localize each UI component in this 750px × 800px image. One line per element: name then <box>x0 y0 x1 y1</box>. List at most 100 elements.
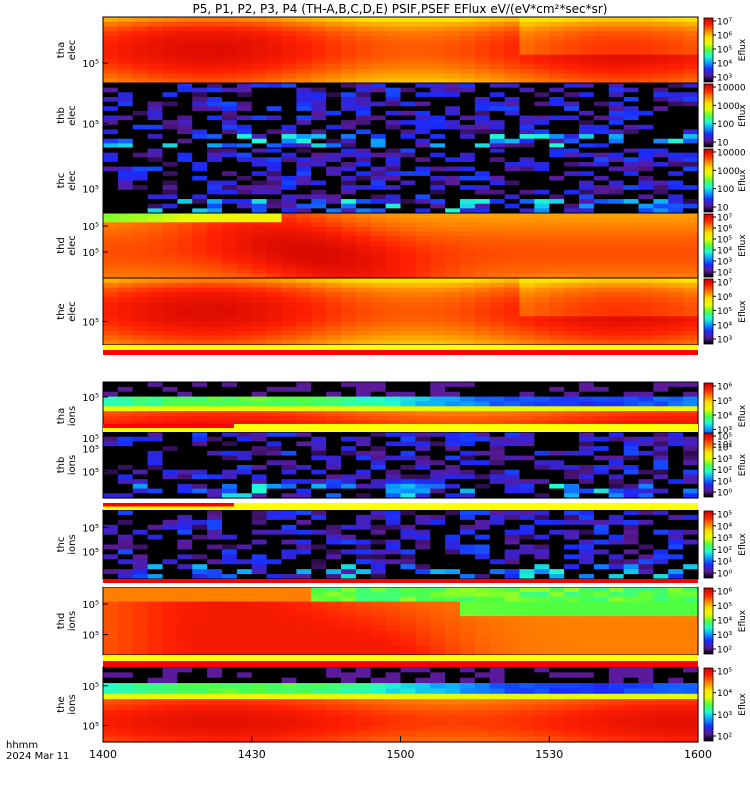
heat-cell <box>251 68 268 75</box>
heat-cell <box>251 335 268 341</box>
heat-cell <box>415 189 431 196</box>
heat-cell <box>683 45 699 51</box>
heat-cell <box>504 64 521 70</box>
heat-cell <box>207 17 223 23</box>
heat-cell <box>564 335 580 341</box>
heat-cell <box>266 479 283 485</box>
heat-cell <box>222 569 238 575</box>
heat-cell <box>370 650 387 656</box>
heat-cell <box>311 596 327 603</box>
heat-cell <box>251 616 268 622</box>
heat-cell <box>608 488 625 494</box>
heat-cell <box>638 514 654 521</box>
heat-cell <box>103 564 119 570</box>
heat-cell <box>534 278 550 284</box>
heat-cell <box>251 35 268 42</box>
heat-cell <box>236 96 253 103</box>
heat-cell <box>683 185 699 191</box>
heat-cell <box>370 157 387 163</box>
colorbar <box>703 17 714 83</box>
heat-cell <box>579 59 595 65</box>
heat-cell <box>222 226 238 233</box>
heat-cell <box>177 436 193 443</box>
heat-cell <box>683 282 699 289</box>
heat-cell <box>549 64 565 70</box>
heat-cell <box>460 625 476 632</box>
heat-cell <box>445 549 461 555</box>
heat-cell <box>162 148 178 154</box>
colorbar <box>703 278 714 345</box>
heat-cell <box>222 635 238 642</box>
heat-cell <box>623 120 640 126</box>
heat-cell <box>266 416 283 422</box>
heat-cell <box>162 606 178 612</box>
heat-cell <box>207 406 223 412</box>
heat-cell <box>638 340 654 346</box>
heat-cell <box>683 106 699 112</box>
heat-cell <box>519 382 535 388</box>
heat-cell <box>445 396 461 403</box>
heat-cell <box>668 21 684 28</box>
heat-cell <box>385 250 402 256</box>
heat-cell <box>474 514 491 521</box>
heat-cell <box>460 441 476 447</box>
heat-cell <box>355 519 372 526</box>
heat-cell <box>504 83 521 89</box>
heat-cell <box>489 549 506 555</box>
heat-cell <box>341 236 357 242</box>
heat-cell <box>370 601 387 608</box>
heat-cell <box>103 311 119 317</box>
heat-cell <box>296 73 312 79</box>
heat-cell <box>534 460 550 466</box>
heat-cell <box>103 148 119 154</box>
heat-cell <box>132 217 149 223</box>
heat-cell <box>222 175 238 182</box>
heat-cell <box>236 166 253 172</box>
heat-cell <box>326 40 342 46</box>
heat-cell <box>103 254 119 261</box>
heat-cell <box>489 264 506 270</box>
heat-cell <box>222 264 238 270</box>
heat-cell <box>370 26 387 32</box>
heat-cell <box>445 152 461 158</box>
heat-cell <box>623 287 640 293</box>
heat-cell <box>415 134 431 140</box>
heat-cell <box>549 519 565 526</box>
heat-cell <box>400 166 416 172</box>
heat-cell <box>281 31 297 37</box>
heat-cell <box>266 148 283 154</box>
heat-cell <box>564 264 580 270</box>
heat-cell <box>415 330 431 337</box>
heat-cell <box>593 129 610 135</box>
heat-cell <box>579 524 595 531</box>
heat-cell <box>564 524 580 531</box>
heat-cell <box>207 450 223 457</box>
heat-cell <box>251 386 268 393</box>
heat-cell <box>117 306 134 313</box>
heat-cell <box>296 306 312 313</box>
heat-cell <box>504 268 521 274</box>
heat-cell <box>266 194 283 200</box>
heat-cell <box>266 330 283 337</box>
heat-cell <box>593 479 610 485</box>
heat-cell <box>103 539 119 546</box>
heat-cell <box>385 335 402 341</box>
heat-cell <box>564 432 580 438</box>
heat-cell <box>132 54 149 61</box>
heat-cell <box>103 199 119 205</box>
heat-cell <box>192 544 208 551</box>
heat-cell <box>474 143 491 149</box>
heat-cell <box>445 236 461 242</box>
heat-cell <box>504 148 521 154</box>
heat-cell <box>162 460 178 466</box>
heat-cell <box>132 166 149 172</box>
heat-cell <box>668 148 684 154</box>
heat-cell <box>519 54 535 61</box>
heat-cell <box>445 92 461 98</box>
heat-cell <box>623 306 640 313</box>
heat-cell <box>236 287 253 293</box>
heat-cell <box>147 106 164 112</box>
heat-cell <box>311 189 327 196</box>
heat-cell <box>266 157 283 163</box>
y-tick-label: 10⁵ <box>82 119 99 130</box>
